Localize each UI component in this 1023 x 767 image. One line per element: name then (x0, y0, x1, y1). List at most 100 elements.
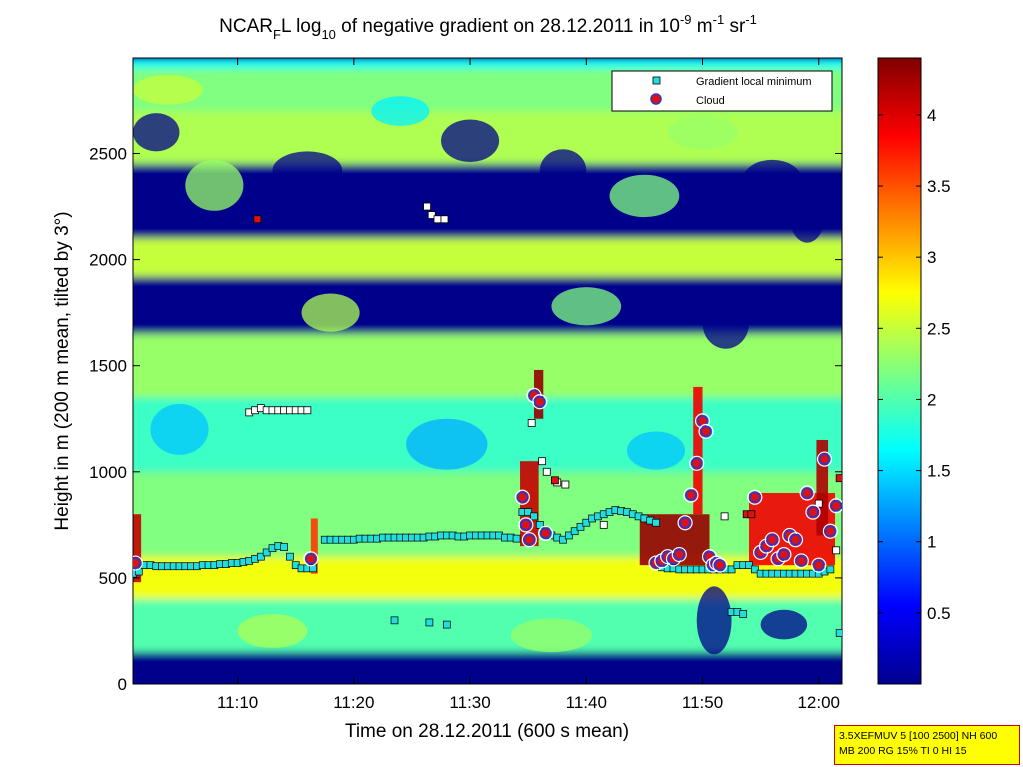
cloud-point (304, 552, 317, 565)
cloud-point-halo (514, 489, 530, 505)
heatmap-hot-region (310, 518, 318, 574)
cloud-point-halo (303, 551, 319, 567)
x-tick-label: 11:50 (682, 693, 723, 712)
cloud-point (766, 533, 779, 546)
colorbar-tick-label: 1.5 (927, 462, 951, 481)
gradient-minimum-point (745, 561, 753, 570)
heatmap-patch (510, 618, 593, 653)
heatmap-patch (133, 74, 203, 105)
heatmap-patch (551, 287, 622, 326)
cloud-point-halo (805, 504, 821, 520)
heatmap-patch (539, 149, 587, 192)
cloud-point-halo (133, 555, 143, 571)
cloud-point (700, 425, 712, 438)
white-square-marker (542, 467, 551, 476)
cloud-point (673, 548, 686, 561)
legend-label-gradient-minimum: Gradient local minimum (696, 76, 812, 88)
cloud-point-halo (828, 498, 842, 514)
gradient-minimum-point (559, 535, 567, 544)
gradient-minimum-point (524, 508, 533, 516)
cloud-point (516, 491, 529, 504)
gradient-minimum-point (390, 616, 399, 625)
heatmap-patch (133, 113, 180, 152)
heatmap-patch (272, 151, 343, 190)
x-tick-label: 11:30 (449, 693, 490, 712)
heatmap-patch (760, 609, 808, 640)
chart-title: NCARFL log10 of negative gradient on 28.… (219, 12, 757, 42)
gradient-minimum-point (833, 0, 840, 7)
cloud-point-halo (764, 532, 780, 548)
gradient-minimum-point (565, 531, 573, 540)
cloud-point (795, 555, 808, 567)
gradient-minimum-point (442, 620, 451, 629)
y-tick-label: 1000 (89, 463, 127, 482)
legend-label-cloud: Cloud (696, 95, 725, 107)
cloud-point (807, 506, 819, 519)
heatmap-band (133, 471, 842, 557)
legend-box (611, 70, 833, 112)
y-tick-label: 500 (99, 569, 127, 588)
cloud-point (830, 499, 842, 512)
cloud-point-halo (712, 557, 728, 573)
heatmap-hot-region (693, 386, 703, 515)
heatmap-patch (406, 418, 488, 470)
gradient-minimum-point (582, 518, 591, 527)
gradient-minimum-point (535, 520, 544, 529)
cloud-point (523, 533, 536, 546)
heatmap-band (133, 164, 842, 239)
gradient-minimum-point (512, 534, 521, 543)
cloud-point (685, 489, 697, 502)
gradient-minimum-point (280, 543, 288, 551)
plot-frame (132, 57, 843, 685)
gradient-minimum-point (286, 552, 294, 561)
red-square-marker (835, 474, 842, 483)
y-tick-label: 0 (118, 675, 127, 694)
colorbar-tick-label: 1 (927, 533, 936, 552)
legend-square-marker (652, 76, 661, 85)
white-square-marker (599, 520, 608, 529)
heatmap-band (133, 238, 842, 277)
cloud-point-halo (787, 532, 804, 548)
red-square-marker (551, 476, 559, 485)
cloud-point (818, 453, 831, 465)
white-square-marker (440, 215, 449, 224)
y-tick-label: 2500 (89, 144, 127, 163)
cloud-point-halo (538, 525, 554, 541)
heatmap-patch (667, 115, 738, 150)
y-tick-label: 2000 (89, 251, 127, 270)
cloud-point (539, 527, 552, 540)
cloud-point-halo (677, 515, 693, 531)
heatmap-patch (743, 159, 802, 199)
colorbar-gradient (877, 57, 922, 685)
cloud-point-halo (816, 451, 833, 467)
heatmap-patch (371, 96, 430, 126)
gradient-minimum-point (257, 552, 265, 561)
gradient-minimum-point (576, 523, 585, 531)
markers-layer (133, 0, 842, 637)
cloud-point-halo (793, 553, 809, 569)
cloud-point (801, 487, 814, 499)
heatmap-patch (185, 159, 244, 211)
heatmap-hot-region (816, 439, 829, 536)
white-square-marker (720, 512, 729, 521)
cloud-point (714, 559, 726, 572)
heatmap-patch (237, 613, 308, 648)
cloud-point-halo (521, 532, 537, 548)
gradient-minimum-point (425, 618, 434, 627)
heatmap-patch (696, 586, 732, 655)
cloud-point (824, 525, 837, 538)
x-tick-label: 11:10 (217, 693, 258, 712)
heatmap-patch (150, 403, 209, 455)
cloud-point (789, 533, 802, 546)
cloud-point-halo (799, 485, 815, 501)
heatmap-band (133, 397, 842, 472)
white-square-marker (538, 457, 547, 466)
parameter-line-1: 3.5XEFMUV 5 [100 2500] NH 600 (839, 730, 998, 742)
cloud-point-halo (671, 546, 687, 563)
cloud-point (748, 491, 761, 504)
cloud-point-halo (689, 455, 705, 471)
colorbar: 0.5 1 1.5 2 2.5 3 3.5 4 (877, 57, 951, 685)
cloud-point-halo (518, 517, 534, 533)
gradient-minimum-point (750, 565, 759, 574)
